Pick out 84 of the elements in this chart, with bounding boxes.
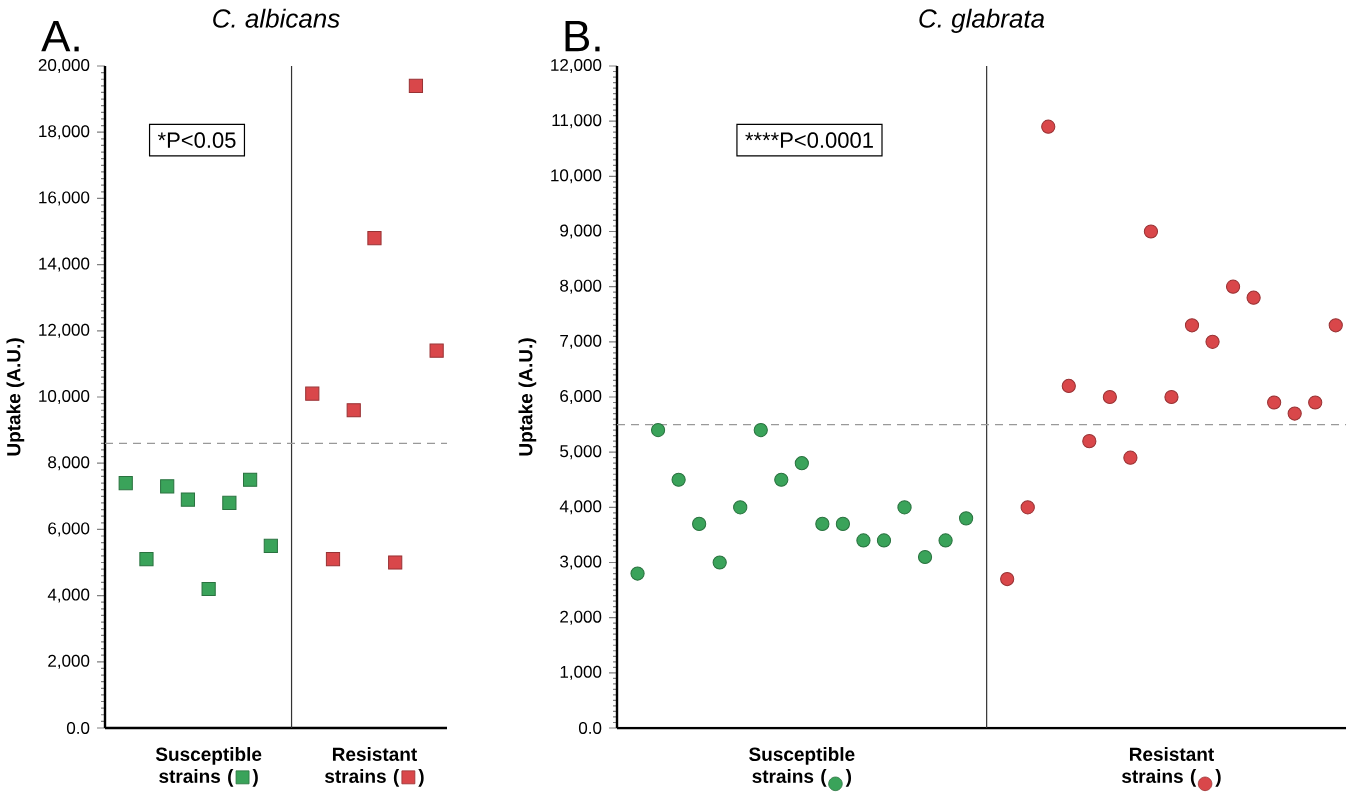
x-tick-label: Resistant strains ( ) — [324, 747, 424, 787]
y-tick-label: 5,000 — [560, 445, 602, 460]
y-tick-label: 18,000 — [39, 125, 90, 140]
y-tick-label: 11,000 — [552, 114, 602, 129]
point — [118, 475, 133, 491]
point — [1184, 318, 1200, 333]
y-tick-label: 2,000 — [560, 610, 602, 625]
x-tick-label: Susceptible strains ( ) — [155, 747, 262, 787]
text: A. — [41, 21, 79, 52]
x-tick-label: Susceptible strains ( ) — [749, 747, 855, 787]
point — [305, 386, 320, 401]
point — [876, 533, 892, 548]
y-tick-label: 6,000 — [560, 389, 602, 405]
point — [959, 511, 974, 526]
point — [160, 479, 175, 494]
y-tick-label: 10,000 — [551, 169, 602, 184]
text: B. — [565, 21, 600, 52]
y-tick-label: 6,000 — [48, 522, 90, 537]
annotation: ****P<0.0001 — [745, 132, 873, 148]
point — [367, 231, 382, 246]
point — [856, 533, 871, 548]
y-axis-title: Uptake (A.U.) — [518, 338, 537, 456]
point — [671, 472, 686, 487]
point — [1308, 395, 1323, 410]
point — [753, 422, 768, 438]
y-tick-label: 4,000 — [47, 588, 90, 603]
chart-title: C. glabrata — [919, 8, 1045, 33]
point — [263, 538, 278, 554]
point — [1123, 450, 1138, 465]
point — [692, 516, 707, 531]
point — [630, 566, 645, 581]
y-tick-label: 8,000 — [560, 279, 602, 294]
point — [1225, 279, 1241, 294]
point — [1082, 434, 1097, 449]
chart-title: C. albicans — [213, 8, 340, 28]
point — [835, 516, 850, 531]
y-tick-label: 12,000 — [551, 58, 602, 73]
point — [325, 552, 341, 567]
y-tick-label: 0.0 — [66, 721, 90, 735]
point — [712, 555, 727, 570]
point — [429, 343, 444, 358]
point — [243, 472, 258, 487]
point — [815, 516, 830, 531]
point — [1000, 571, 1015, 587]
point — [1205, 334, 1220, 349]
y-tick-label: 20,000 — [38, 58, 90, 73]
point — [408, 78, 424, 93]
point — [938, 533, 953, 548]
point — [917, 549, 933, 565]
point — [733, 500, 748, 515]
point — [388, 555, 403, 570]
y-axis-title: Uptake (A.U.) — [6, 338, 25, 456]
point — [1020, 500, 1035, 515]
point — [897, 500, 912, 515]
point — [1267, 395, 1282, 410]
point — [1164, 389, 1179, 405]
y-tick-label: 14,000 — [39, 257, 90, 272]
annotation: *P<0.05 — [157, 132, 236, 148]
y-tick-label: 2,000 — [48, 654, 90, 669]
x-tick-label: Resistant strains ( ) — [1121, 747, 1221, 787]
point — [139, 552, 154, 567]
y-tick-label: 16,000 — [39, 191, 90, 206]
point — [1287, 406, 1302, 421]
point — [1041, 119, 1056, 134]
y-tick-label: 8,000 — [48, 456, 90, 471]
y-tick-label: 12,000 — [39, 323, 90, 338]
y-tick-label: 1,000 — [560, 665, 602, 680]
y-tick-label: 9,000 — [560, 224, 602, 239]
point — [1102, 389, 1117, 405]
y-tick-label: 3,000 — [560, 555, 602, 570]
y-tick-label: 7,000 — [560, 334, 602, 349]
y-tick-label: 4,000 — [559, 500, 602, 515]
point — [222, 495, 237, 511]
y-tick-label: 10,000 — [39, 389, 90, 405]
point — [1061, 378, 1076, 394]
point — [1246, 290, 1261, 305]
point — [201, 581, 216, 597]
point — [180, 492, 196, 507]
point — [774, 472, 789, 487]
y-tick-label: 0.0 — [578, 721, 602, 735]
point — [650, 422, 666, 438]
point — [346, 403, 361, 418]
point — [794, 456, 809, 471]
point — [1143, 224, 1159, 239]
